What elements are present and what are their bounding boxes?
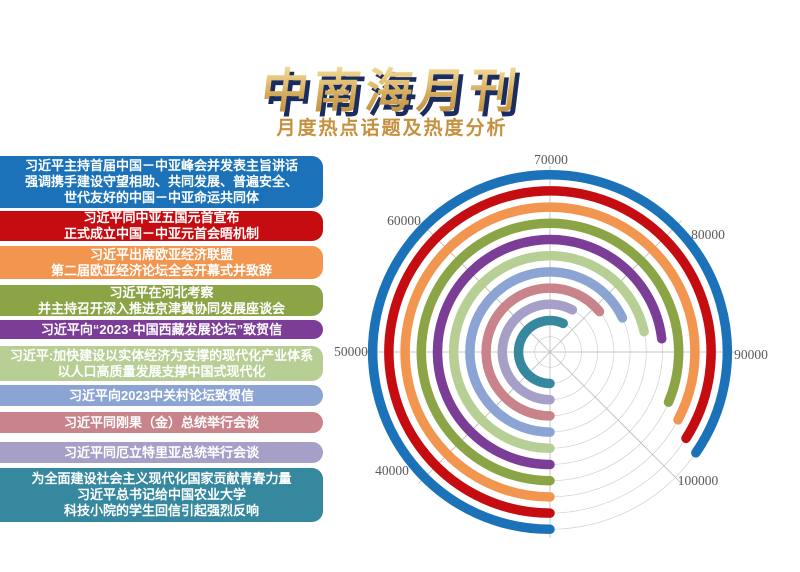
topic-line: 习近平同刚果（金）总统举行会谈 (63, 414, 259, 430)
topic-line: 习近平出席欧亚经济联盟 (89, 246, 233, 262)
topic-line: 习近平在河北考察 (109, 284, 214, 300)
topic-item-5: 习近平向“2023·中国西藏发展论坛”致贺信 (0, 320, 323, 339)
axis-tick-label: 80000 (691, 227, 725, 242)
topic-line: 科技小院的学生回信引起强烈反响 (63, 503, 259, 518)
ring-bar-2 (384, 186, 716, 518)
topic-line: 习近平:加快建设以实体经济为支撑的现代化产业体系 (9, 347, 314, 363)
axis-tick-label: 100000 (678, 473, 719, 488)
grid-spoke (549, 351, 682, 484)
axis-tick-label: 40000 (375, 463, 409, 478)
topic-line: 习近平向2023中关村论坛致贺信 (69, 387, 254, 403)
ring-bar-8 (481, 283, 605, 421)
topic-line: 为全面建设社会主义现代化国家贡献青春力量 (31, 471, 292, 486)
topic-item-9: 习近平同厄立特里亚总统举行会谈 (0, 442, 323, 463)
topic-line: 第二届欧亚经济论坛全会开幕式并致辞 (50, 262, 272, 278)
axis-tick-label: 90000 (734, 347, 768, 362)
topic-item-3: 习近平出席欧亚经济联盟 第二届欧亚经济论坛全会开幕式并致辞 (0, 246, 323, 279)
ring-bar-3 (400, 202, 700, 502)
topic-line: 习近平向“2023·中国西藏发展论坛”致贺信 (40, 321, 283, 337)
topic-line: 习近平主持首届中国－中亚峰会并发表主旨讲话 (24, 158, 298, 173)
topic-line: 强调携手建设守望相助、共同发展、普遍安全、 (24, 174, 298, 189)
ring-bar-1 (367, 169, 733, 535)
axis-tick-label: 50000 (334, 344, 368, 359)
topic-line: 习近平同厄立特里亚总统举行会谈 (63, 444, 259, 460)
topic-line: 并主持召开深入推进京津冀协同发展座谈会 (37, 300, 285, 316)
ring-bar-9 (497, 299, 578, 405)
ring-bar-7 (465, 267, 628, 437)
topic-line: 习近平总书记给中国农业大学 (76, 487, 246, 502)
topic-line: 世代友好的中国－中亚命运共同体 (63, 190, 259, 205)
axis-tick-label: 70000 (534, 152, 568, 167)
ring-bar-10 (513, 315, 568, 389)
ring-bar-5 (432, 234, 667, 470)
ring-bar-6 (449, 250, 649, 454)
page-subtitle: 月度热点话题及热度分析 (276, 118, 508, 139)
topic-item-8: 习近平同刚果（金）总统举行会谈 (0, 412, 323, 433)
topic-item-4: 习近平在河北考察 并主持召开深入推进京津冀协同发展座谈会 (0, 285, 323, 316)
axis-tick-label: 60000 (387, 213, 421, 228)
topic-item-10: 为全面建设社会主义现代化国家贡献青春力量 习近平总书记给中国农业大学 科技小院的学生… (0, 468, 323, 522)
topic-item-1: 习近平主持首届中国－中亚峰会并发表主旨讲话 强调携手建设守望相助、共同发展、普遍安… (0, 156, 323, 208)
topic-line: 以人口高质量发展支撑中国式现代化 (57, 363, 266, 379)
topic-item-2: 习近平同中亚五国元首宣布 正式成立中国－中亚元首会晤机制 (0, 210, 323, 241)
topic-item-6: 习近平:加快建设以实体经济为支撑的现代化产业体系 以人口高质量发展支撑中国式现代化 (0, 346, 323, 381)
topic-line: 习近平同中亚五国元首宣布 (83, 210, 240, 225)
topic-item-7: 习近平向2023中关村论坛致贺信 (0, 385, 323, 406)
topic-list: 习近平主持首届中国－中亚峰会并发表主旨讲话 强调携手建设守望相助、共同发展、普遍安… (0, 0, 323, 572)
topic-line: 正式成立中国－中亚元首会晤机制 (63, 226, 259, 241)
ring-bar-4 (416, 218, 684, 486)
